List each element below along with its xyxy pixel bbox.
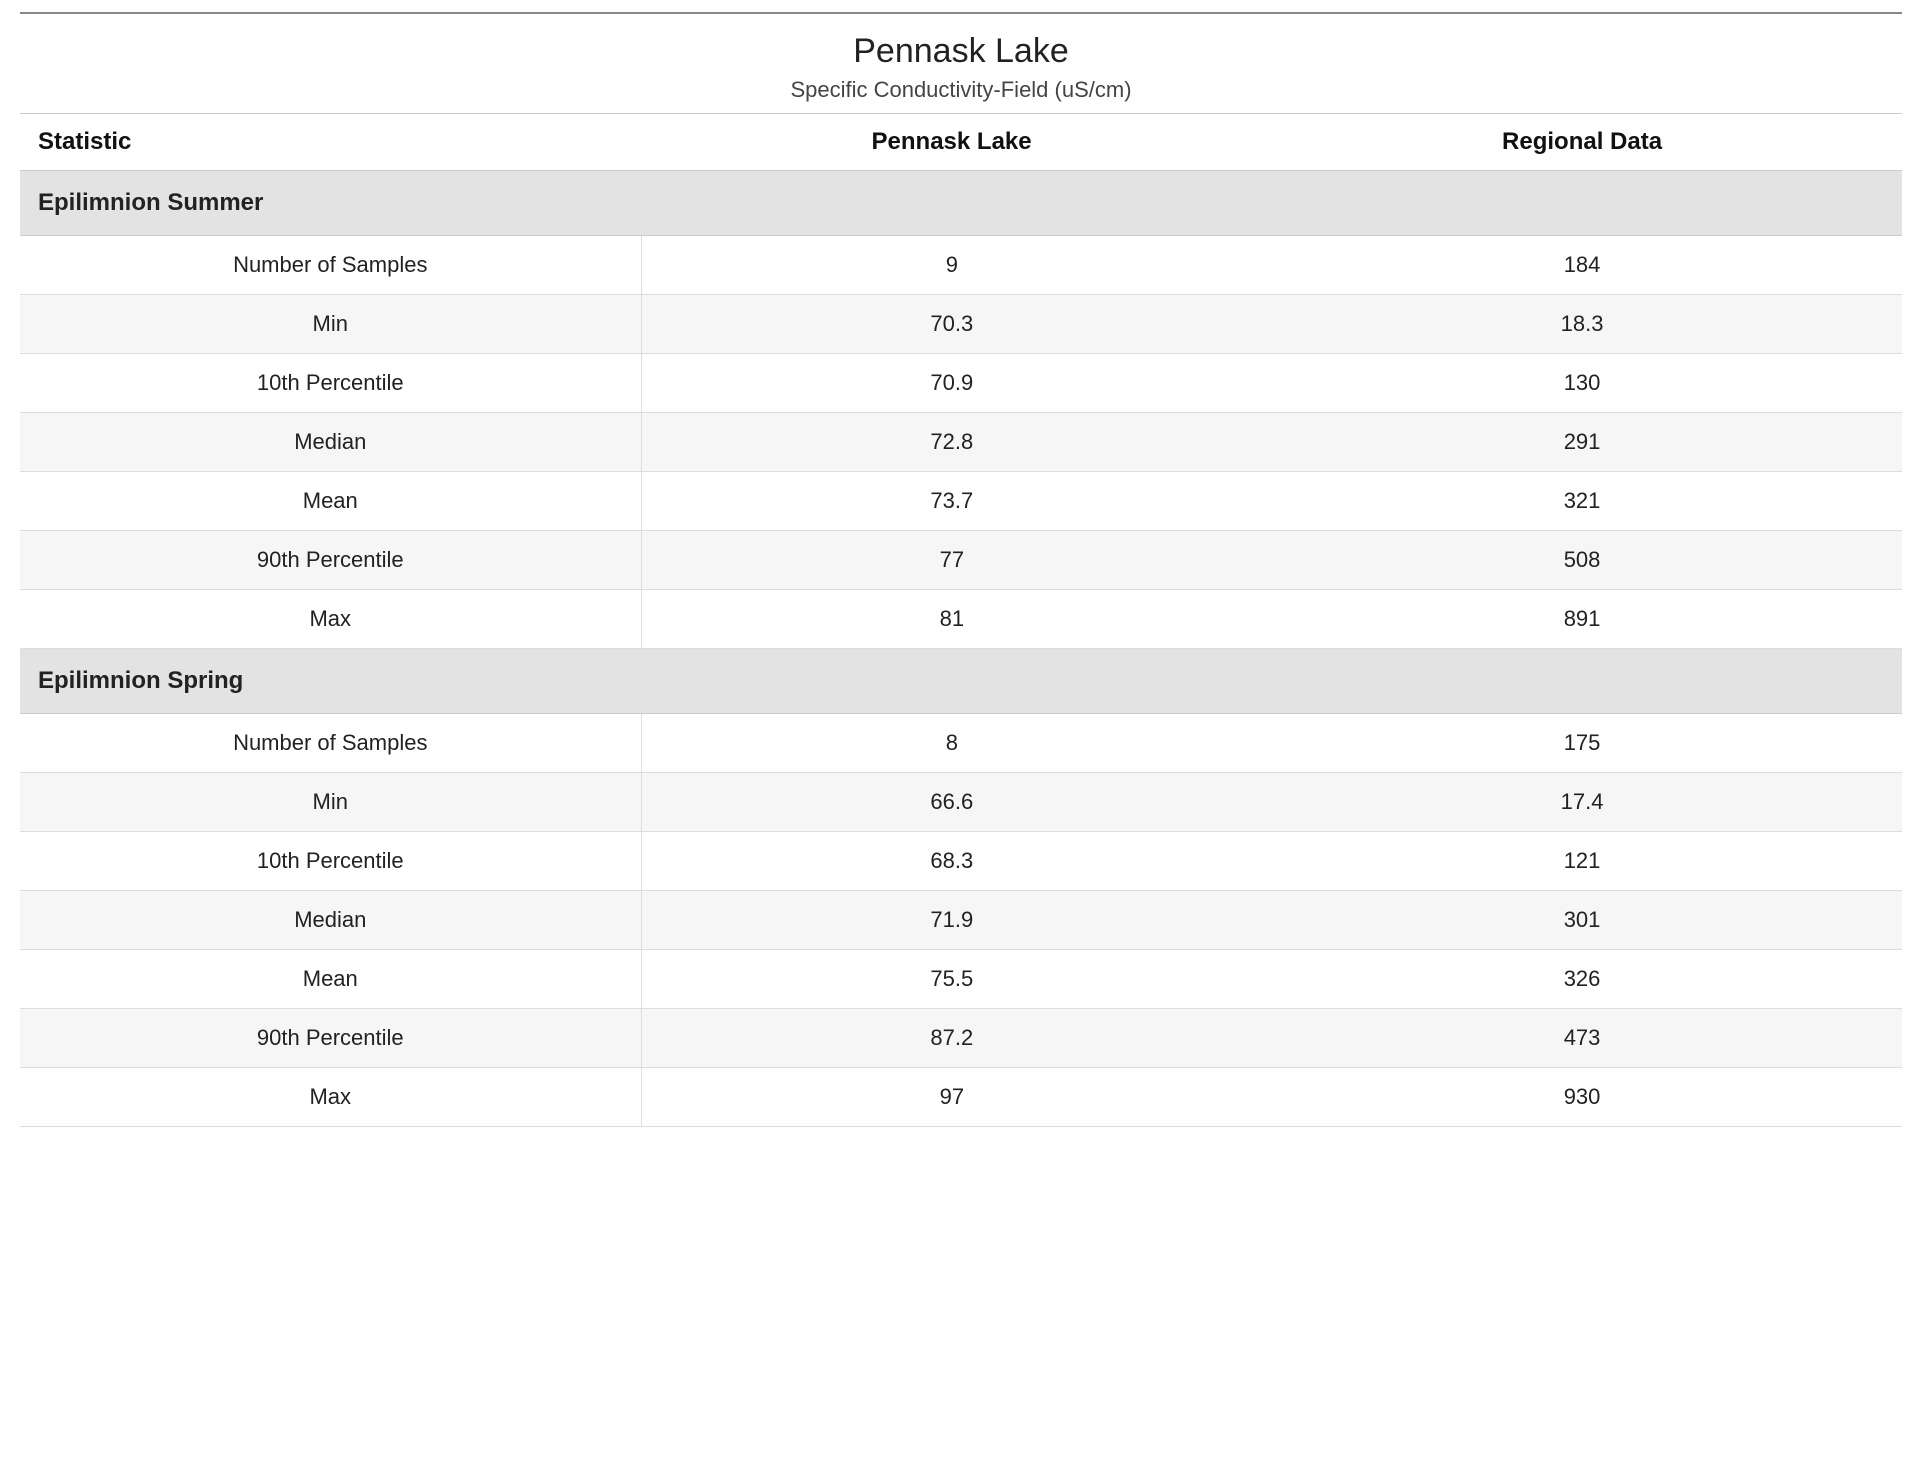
- value-regional: 301: [1262, 891, 1902, 950]
- stat-label: 10th Percentile: [20, 832, 641, 891]
- table-row: 10th Percentile 70.9 130: [20, 354, 1902, 413]
- stat-label: Mean: [20, 472, 641, 531]
- value-regional: 473: [1262, 1009, 1902, 1068]
- value-lake: 70.3: [641, 295, 1262, 354]
- value-lake: 66.6: [641, 773, 1262, 832]
- value-regional: 291: [1262, 413, 1902, 472]
- value-regional: 930: [1262, 1068, 1902, 1127]
- value-lake: 70.9: [641, 354, 1262, 413]
- value-lake: 8: [641, 714, 1262, 773]
- stat-label: Median: [20, 891, 641, 950]
- value-regional: 326: [1262, 950, 1902, 1009]
- section-name: Epilimnion Summer: [20, 171, 1902, 236]
- table-row: 10th Percentile 68.3 121: [20, 832, 1902, 891]
- column-header-row: Statistic Pennask Lake Regional Data: [20, 114, 1902, 171]
- stat-label: 90th Percentile: [20, 1009, 641, 1068]
- value-regional: 175: [1262, 714, 1902, 773]
- table-row: Number of Samples 8 175: [20, 714, 1902, 773]
- stat-label: Mean: [20, 950, 641, 1009]
- stats-table: Statistic Pennask Lake Regional Data Epi…: [20, 113, 1902, 1127]
- col-header-regional: Regional Data: [1262, 114, 1902, 171]
- table-row: Max 97 930: [20, 1068, 1902, 1127]
- stat-label: Number of Samples: [20, 714, 641, 773]
- value-lake: 72.8: [641, 413, 1262, 472]
- stat-label: 90th Percentile: [20, 531, 641, 590]
- value-regional: 121: [1262, 832, 1902, 891]
- value-regional: 891: [1262, 590, 1902, 649]
- report-subtitle: Specific Conductivity-Field (uS/cm): [20, 77, 1902, 103]
- table-row: Min 66.6 17.4: [20, 773, 1902, 832]
- report-container: Pennask Lake Specific Conductivity-Field…: [0, 12, 1922, 1127]
- value-lake: 75.5: [641, 950, 1262, 1009]
- title-block: Pennask Lake Specific Conductivity-Field…: [20, 14, 1902, 113]
- table-row: Number of Samples 9 184: [20, 236, 1902, 295]
- table-row: 90th Percentile 87.2 473: [20, 1009, 1902, 1068]
- value-lake: 73.7: [641, 472, 1262, 531]
- col-header-lake: Pennask Lake: [641, 114, 1262, 171]
- value-lake: 9: [641, 236, 1262, 295]
- table-row: Mean 75.5 326: [20, 950, 1902, 1009]
- value-regional: 321: [1262, 472, 1902, 531]
- stat-label: Max: [20, 590, 641, 649]
- stat-label: Max: [20, 1068, 641, 1127]
- stat-label: Median: [20, 413, 641, 472]
- table-row: 90th Percentile 77 508: [20, 531, 1902, 590]
- value-lake: 77: [641, 531, 1262, 590]
- value-lake: 87.2: [641, 1009, 1262, 1068]
- value-lake: 97: [641, 1068, 1262, 1127]
- table-row: Mean 73.7 321: [20, 472, 1902, 531]
- stat-label: Min: [20, 295, 641, 354]
- stat-label: Number of Samples: [20, 236, 641, 295]
- section-name: Epilimnion Spring: [20, 649, 1902, 714]
- value-lake: 68.3: [641, 832, 1262, 891]
- table-row: Min 70.3 18.3: [20, 295, 1902, 354]
- stat-label: 10th Percentile: [20, 354, 641, 413]
- col-header-statistic: Statistic: [20, 114, 641, 171]
- value-lake: 71.9: [641, 891, 1262, 950]
- stat-label: Min: [20, 773, 641, 832]
- table-row: Max 81 891: [20, 590, 1902, 649]
- value-regional: 18.3: [1262, 295, 1902, 354]
- value-regional: 508: [1262, 531, 1902, 590]
- report-title: Pennask Lake: [20, 32, 1902, 71]
- value-regional: 130: [1262, 354, 1902, 413]
- section-header: Epilimnion Summer: [20, 171, 1902, 236]
- section-header: Epilimnion Spring: [20, 649, 1902, 714]
- table-row: Median 71.9 301: [20, 891, 1902, 950]
- value-regional: 17.4: [1262, 773, 1902, 832]
- value-regional: 184: [1262, 236, 1902, 295]
- table-row: Median 72.8 291: [20, 413, 1902, 472]
- value-lake: 81: [641, 590, 1262, 649]
